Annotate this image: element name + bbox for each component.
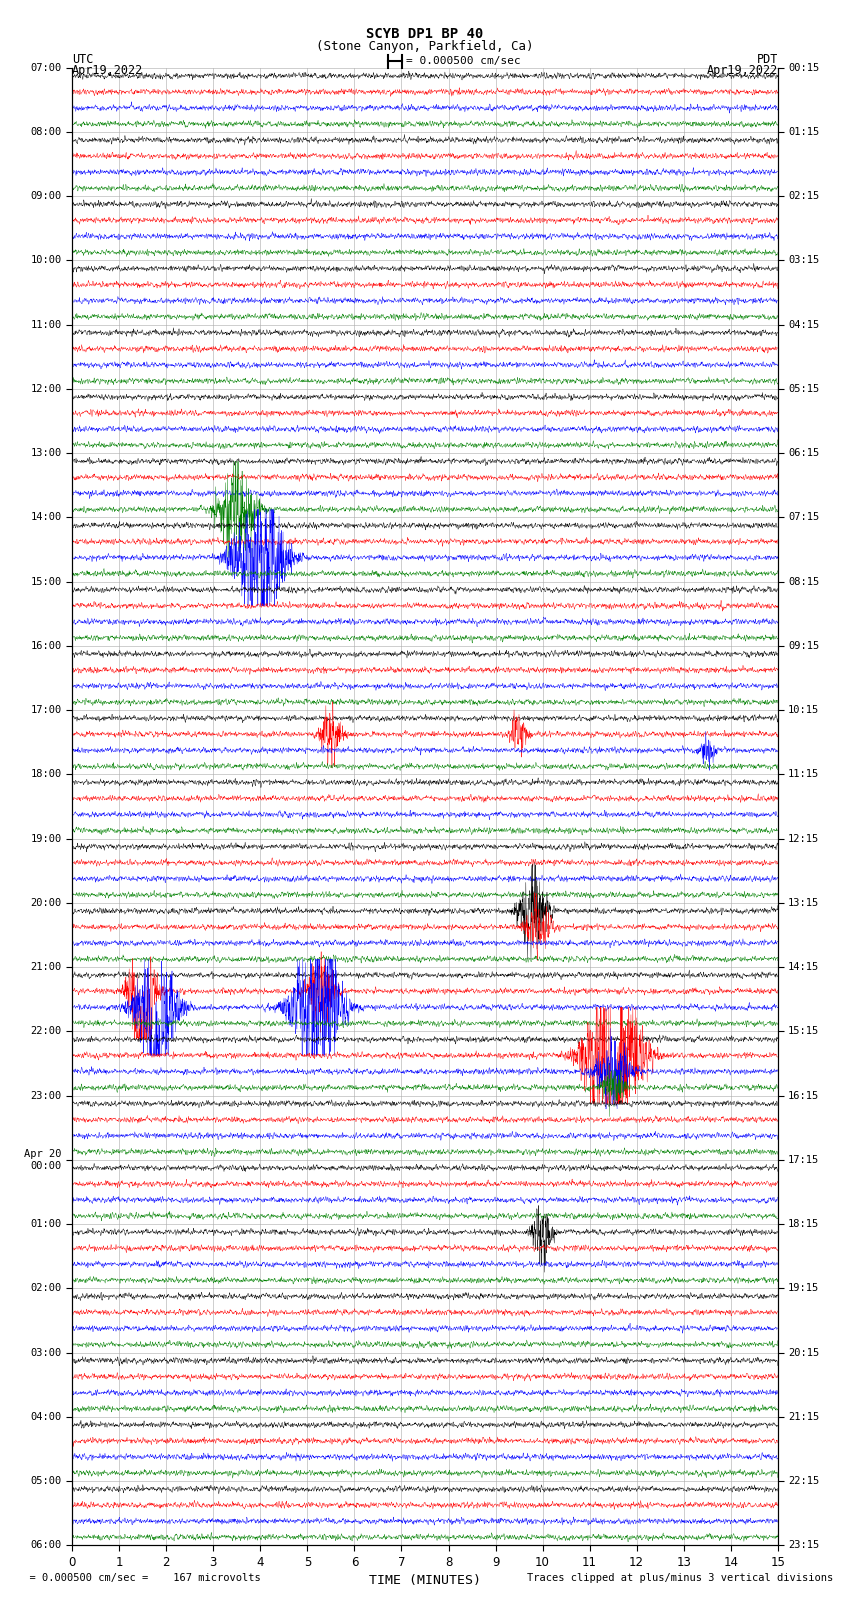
Text: = 0.000500 cm/sec =    167 microvolts: = 0.000500 cm/sec = 167 microvolts (17, 1573, 261, 1582)
Text: UTC: UTC (72, 53, 94, 66)
Text: Apr19,2022: Apr19,2022 (72, 65, 144, 77)
Text: Traces clipped at plus/minus 3 vertical divisions: Traces clipped at plus/minus 3 vertical … (527, 1573, 833, 1582)
Text: PDT: PDT (756, 53, 778, 66)
Text: SCYB DP1 BP 40: SCYB DP1 BP 40 (366, 27, 484, 40)
X-axis label: TIME (MINUTES): TIME (MINUTES) (369, 1574, 481, 1587)
Text: Apr19,2022: Apr19,2022 (706, 65, 778, 77)
Text: = 0.000500 cm/sec: = 0.000500 cm/sec (406, 56, 521, 66)
Text: (Stone Canyon, Parkfield, Ca): (Stone Canyon, Parkfield, Ca) (316, 40, 534, 53)
